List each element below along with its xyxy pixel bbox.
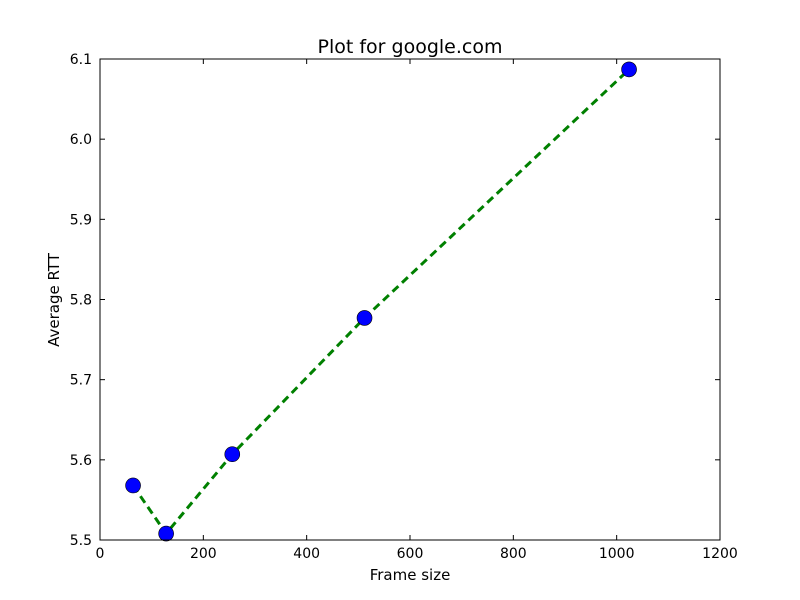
x-tick-label: 1200 <box>702 546 738 562</box>
axis-tick-labels: 0 200 400 600 800 1000 1200 5.5 5.6 5.7 5.8 5.9 6.0 6… <box>70 52 738 562</box>
data-point <box>224 446 241 463</box>
x-tick-label: 0 <box>96 546 105 562</box>
chart-title: Plot for google.com <box>318 36 503 58</box>
data-point <box>621 61 637 78</box>
y-tick-label: 5.7 <box>70 373 92 389</box>
y-tick-label: 6.1 <box>70 52 92 68</box>
y-tick-label: 5.9 <box>70 212 92 228</box>
x-tick-label: 800 <box>500 546 527 562</box>
x-tick-label: 200 <box>190 546 217 562</box>
y-tick-label: 6.0 <box>70 132 92 148</box>
data-point <box>125 477 141 494</box>
y-axis-label: Average RTT <box>45 252 63 347</box>
data-point <box>158 525 174 542</box>
series-layer <box>125 61 637 542</box>
plot-frame <box>99 58 721 541</box>
y-tick-label: 5.8 <box>70 293 92 309</box>
data-point <box>356 310 373 326</box>
x-tick-label: 1000 <box>599 546 635 562</box>
x-tick-label: 600 <box>397 546 424 562</box>
plot-area <box>100 59 720 540</box>
x-axis-label: Frame size <box>370 566 451 584</box>
y-tick-label: 5.5 <box>70 533 92 549</box>
x-tick-label: 400 <box>293 546 320 562</box>
y-tick-label: 5.6 <box>70 453 92 469</box>
